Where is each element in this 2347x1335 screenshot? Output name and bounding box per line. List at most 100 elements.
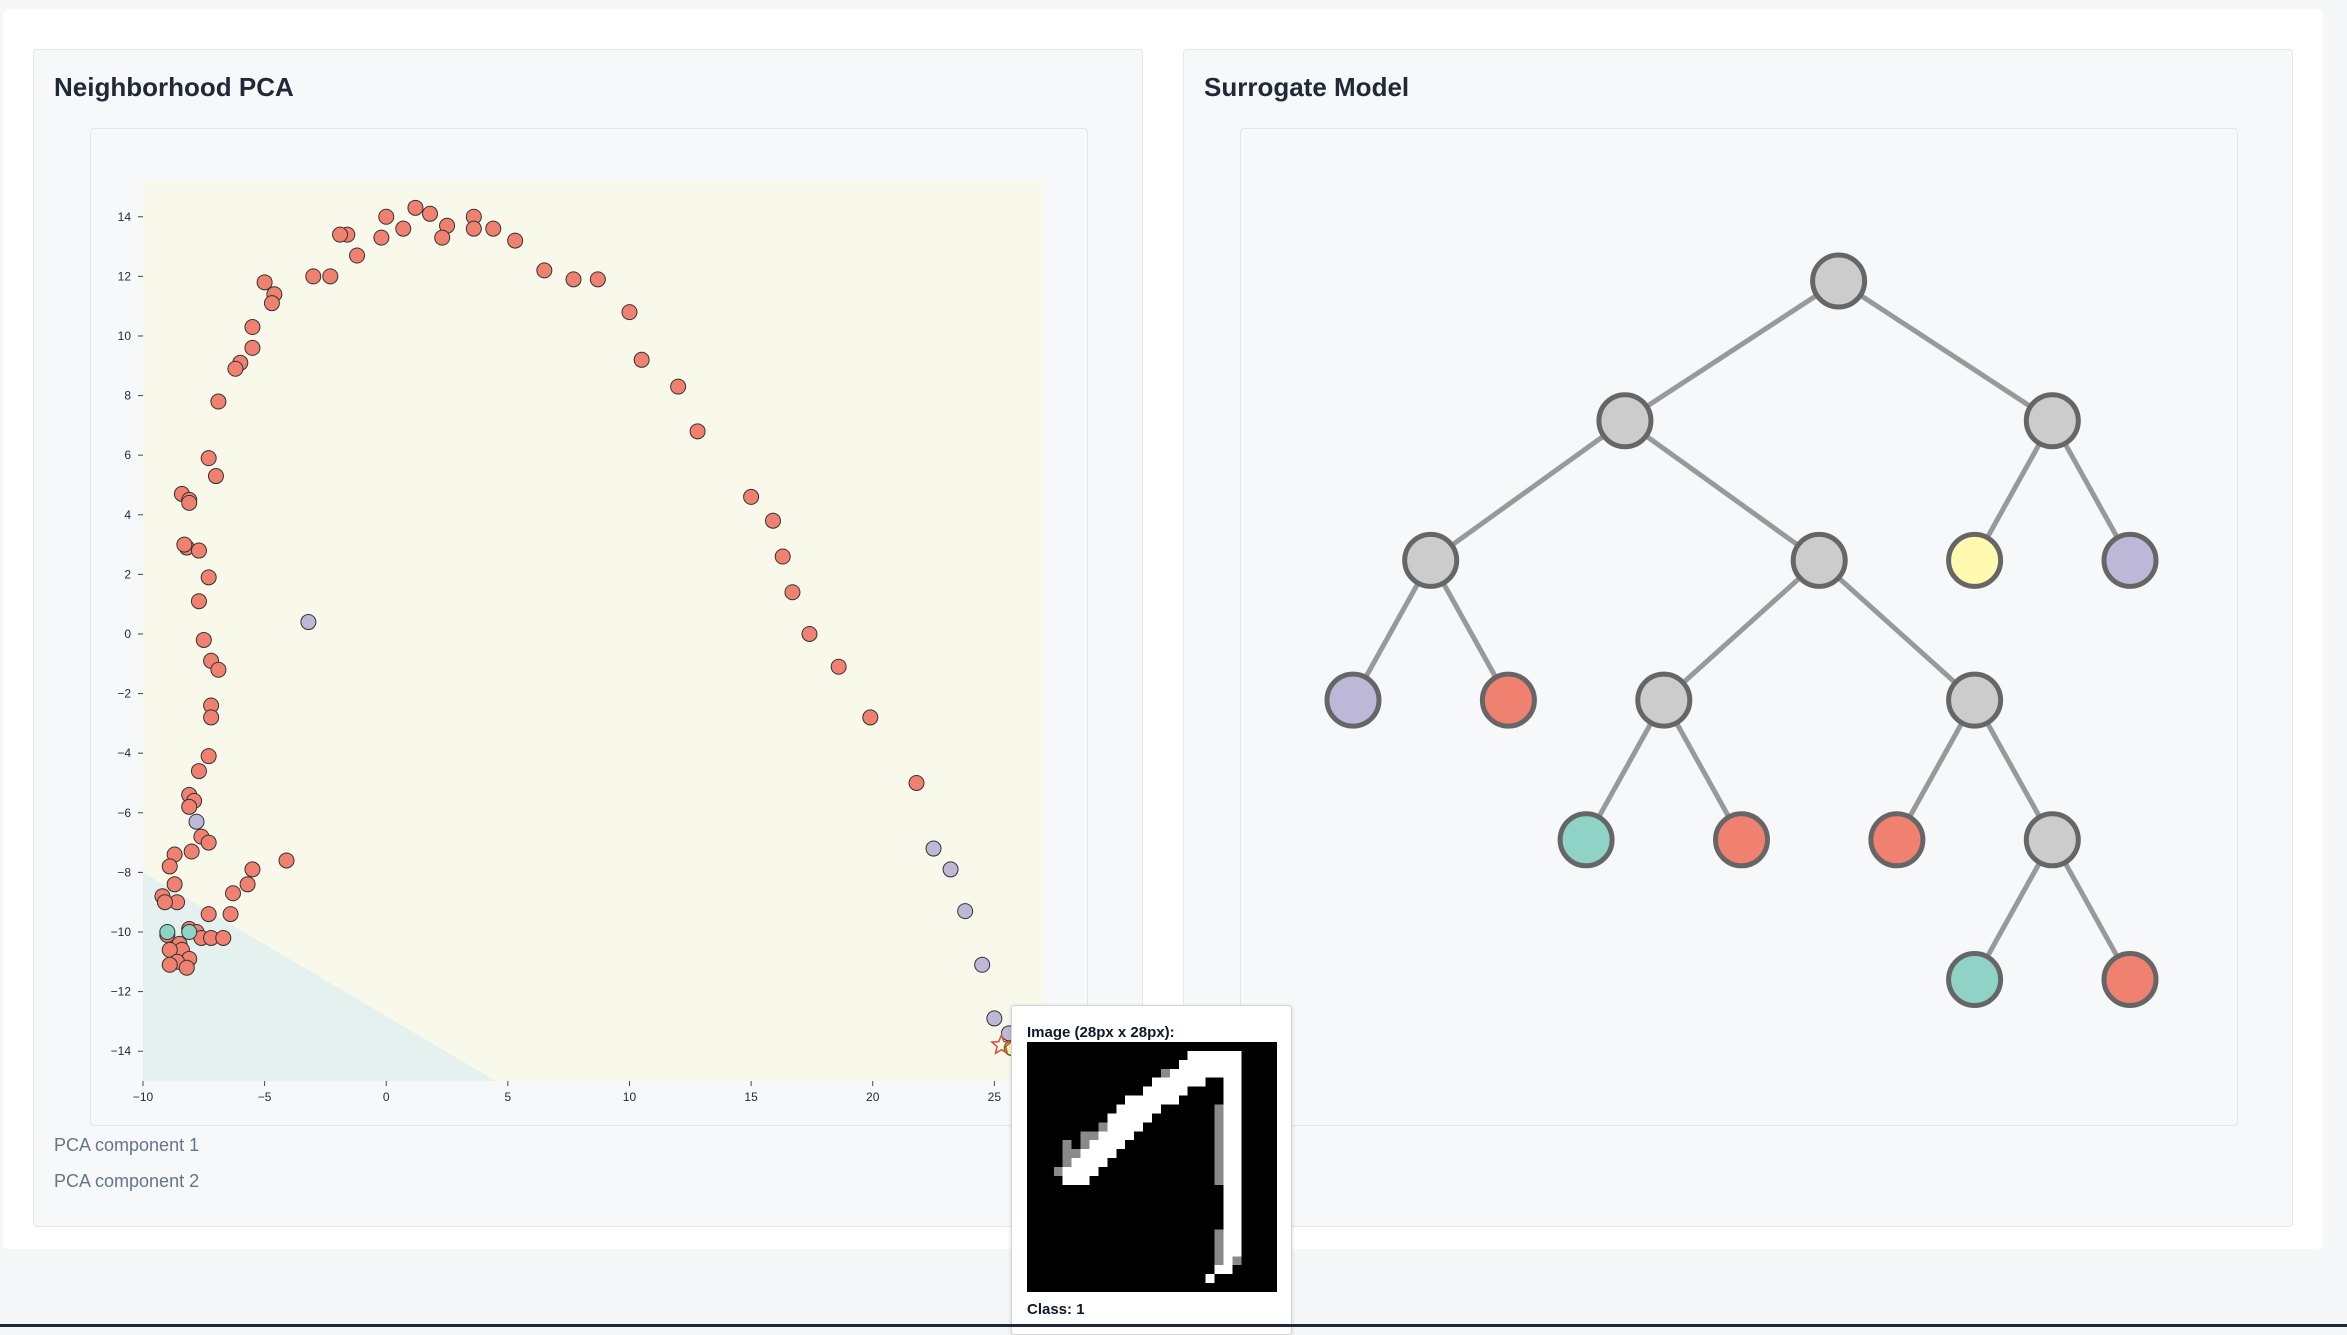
scatter-point-teal[interactable] <box>159 923 176 940</box>
tree-node-red[interactable] <box>2101 951 2159 1008</box>
scatter-point-red[interactable] <box>244 861 261 878</box>
scatter-point-red[interactable] <box>305 268 322 285</box>
pca-scatter-chart[interactable]: −10 −5 0 5 10 15 20 25 −14 −12 −10 −8 −6 −4 −2 0 2 4 6 8 10 1… <box>91 129 1087 1125</box>
scatter-point-red[interactable] <box>190 593 207 610</box>
scatter-point-red[interactable] <box>200 906 217 923</box>
tree-node-gray[interactable] <box>1635 671 1693 729</box>
scatter-point-purple[interactable] <box>188 813 205 830</box>
scatter-point-red[interactable] <box>332 226 349 243</box>
tree-edge <box>1429 418 1627 563</box>
scatter-point-red[interactable] <box>743 488 760 505</box>
scatter-point-red[interactable] <box>244 339 261 356</box>
scatter-point-red[interactable] <box>507 232 524 249</box>
scatter-point-red[interactable] <box>689 423 706 440</box>
scatter-point-red[interactable] <box>200 748 217 765</box>
scatter-point-purple[interactable] <box>986 1010 1003 1027</box>
tooltip-title: Image (28px x 28px): <box>1027 1024 1175 1041</box>
scatter-point-purple[interactable] <box>300 614 317 631</box>
scatter-point-red[interactable] <box>422 205 439 222</box>
scatter-point-red[interactable] <box>774 548 791 565</box>
tree-node-gray[interactable] <box>1810 252 1868 310</box>
scatter-point-red[interactable] <box>181 798 198 815</box>
scatter-point-red[interactable] <box>908 774 925 791</box>
scatter-point-red[interactable] <box>195 631 212 648</box>
scatter-point-red[interactable] <box>227 360 244 377</box>
surrogate-panel: Surrogate Model <box>1183 49 2293 1227</box>
tree-node-red[interactable] <box>1479 671 1537 729</box>
scatter-point-red[interactable] <box>434 229 451 246</box>
scatter-point-red[interactable] <box>161 956 178 973</box>
scatter-point-red[interactable] <box>222 906 239 923</box>
scatter-point-red[interactable] <box>621 304 638 321</box>
scatter-point-red[interactable] <box>565 271 582 288</box>
scatter-point-red[interactable] <box>200 834 217 851</box>
scatter-point-red[interactable] <box>256 274 273 291</box>
scatter-point-red[interactable] <box>207 468 224 485</box>
scatter-point-red[interactable] <box>203 709 220 726</box>
scatter-point-teal[interactable] <box>181 923 198 940</box>
scatter-point-red[interactable] <box>633 351 650 368</box>
scatter-point-purple[interactable] <box>942 861 959 878</box>
scatter-point-red[interactable] <box>378 208 395 225</box>
pca-caption-x: PCA component 1 <box>54 1135 200 1155</box>
tree-node-gray[interactable] <box>1596 392 1654 450</box>
scatter-point-purple[interactable] <box>925 840 942 857</box>
scatter-point-red[interactable] <box>784 584 801 601</box>
tree-node-gray[interactable] <box>1402 531 1460 589</box>
scatter-point-red[interactable] <box>166 876 183 893</box>
scatter-point-red[interactable] <box>190 542 207 559</box>
scatter-point-red[interactable] <box>322 268 339 285</box>
tree-edge <box>1817 558 1977 702</box>
scatter-point-red[interactable] <box>200 450 217 467</box>
scatter-point-red[interactable] <box>395 220 412 237</box>
scatter-point-red[interactable] <box>407 199 424 216</box>
scatter-point-red[interactable] <box>190 763 207 780</box>
scatter-point-red[interactable] <box>465 220 482 237</box>
scatter-point-purple[interactable] <box>974 956 991 973</box>
tree-node-teal[interactable] <box>1557 811 1615 869</box>
scatter-point-red[interactable] <box>278 852 295 869</box>
scatter-point-purple[interactable] <box>957 903 974 920</box>
scatter-point-red[interactable] <box>183 843 200 860</box>
tree-node-gray[interactable] <box>1790 531 1848 589</box>
scatter-point-red[interactable] <box>176 536 193 553</box>
scatter-point-red[interactable] <box>178 959 195 976</box>
tree-edge <box>1837 278 2054 423</box>
scatter-point-red[interactable] <box>830 658 847 675</box>
scatter-point-red[interactable] <box>161 858 178 875</box>
scatter-point-red[interactable] <box>215 929 232 946</box>
scatter-point-red[interactable] <box>210 661 227 678</box>
decision-tree[interactable] <box>1241 129 2237 1125</box>
y-tick-label: −8 <box>117 865 131 879</box>
tree-edge <box>1662 558 1821 702</box>
scatter-point-red[interactable] <box>200 569 217 586</box>
scatter-point-red[interactable] <box>670 378 687 395</box>
scatter-point-red[interactable] <box>801 625 818 642</box>
scatter-point-red[interactable] <box>862 709 879 726</box>
scatter-point-red[interactable] <box>156 894 173 911</box>
tree-node-red[interactable] <box>1868 811 1926 869</box>
scatter-point-red[interactable] <box>536 262 553 279</box>
scatter-point-red[interactable] <box>210 393 227 410</box>
scatter-point-red[interactable] <box>765 512 781 529</box>
tree-node-purple[interactable] <box>2101 531 2159 589</box>
scatter-point-red[interactable] <box>263 295 280 312</box>
scatter-point-red[interactable] <box>349 247 366 264</box>
scatter-point-red[interactable] <box>244 319 261 336</box>
tree-node-gray[interactable] <box>1946 671 2004 729</box>
scatter-point-red[interactable] <box>239 876 256 893</box>
tree-node-teal[interactable] <box>1946 951 2004 1008</box>
scatter-point-red[interactable] <box>485 220 502 237</box>
scatter-point-red[interactable] <box>225 885 241 902</box>
pca-caption-y: PCA component 2 <box>54 1171 200 1191</box>
digit-image <box>1027 1042 1277 1292</box>
scatter-point-red[interactable] <box>589 271 606 288</box>
tree-node-red[interactable] <box>1713 811 1770 869</box>
scatter-point-red[interactable] <box>181 494 198 511</box>
scatter-point-red[interactable] <box>373 229 390 246</box>
y-tick-label: 14 <box>118 210 132 224</box>
tree-node-yellow[interactable] <box>1946 531 2004 589</box>
tree-node-gray[interactable] <box>2023 392 2081 450</box>
tree-node-purple[interactable] <box>1324 671 1382 729</box>
tree-node-gray[interactable] <box>2023 811 2081 869</box>
